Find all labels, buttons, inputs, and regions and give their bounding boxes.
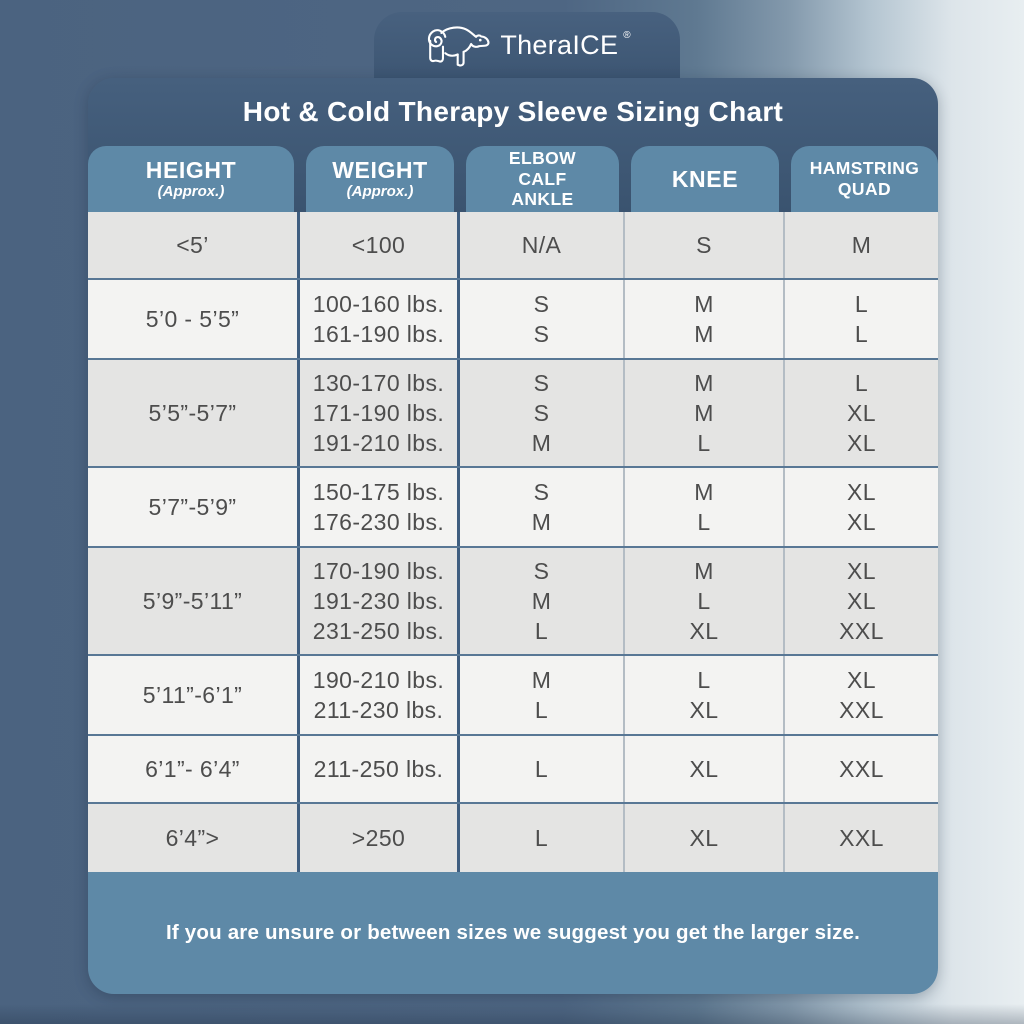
table-row: 6’1”- 6’4” 211-250 lbs. L XL XXL [88, 736, 938, 804]
sizing-table-body: <5’ <100 N/A S M 5’0 - 5’5” 100-160 lbs. 161-19… [88, 212, 938, 872]
hamstring-quad-cell: XXL [839, 756, 884, 782]
weight-cell: <100 [300, 212, 460, 278]
hamstring-quad-cell: M [851, 232, 872, 258]
hamstring-quad-cell: XL XL [847, 479, 876, 535]
height-cell: 6’4”> [88, 804, 300, 872]
column-label: HAMSTRING QUAD [809, 158, 920, 199]
weight-cell: 190-210 lbs. 211-230 lbs. [300, 656, 460, 734]
registered-mark: ® [623, 29, 631, 41]
knee-cell: L XL [625, 656, 785, 734]
column-header-height: HEIGHT (Approx.) [88, 146, 294, 212]
table-row: 5’7”-5’9” 150-175 lbs. 176-230 lbs. S M M L XL X… [88, 468, 938, 548]
column-label: KNEE [671, 165, 739, 192]
hamstring-quad-cell: L XL XL [847, 370, 876, 456]
weight-cell: 130-170 lbs. 171-190 lbs. 191-210 lbs. [300, 360, 460, 466]
height-cell: <5’ [88, 212, 300, 278]
sizing-chart-card: Hot & Cold Therapy Sleeve Sizing Chart H… [88, 78, 938, 994]
column-header-elbow-calf-ankle: ELBOW CALF ANKLE [466, 146, 619, 212]
column-header-knee: KNEE [631, 146, 779, 212]
knee-cell: XL [625, 736, 785, 802]
table-row: <5’ <100 N/A S M [88, 212, 938, 280]
height-cell: 5’7”-5’9” [88, 468, 300, 546]
elbow-calf-ankle-cell: L [460, 804, 625, 872]
knee-cell: S [625, 212, 785, 278]
weight-cell: >250 [300, 804, 460, 872]
column-label: WEIGHT [332, 156, 428, 183]
column-label: HEIGHT [145, 156, 237, 183]
chart-title: Hot & Cold Therapy Sleeve Sizing Chart [242, 96, 784, 127]
brand-tab: TheraICE ® [374, 12, 680, 78]
weight-cell: 170-190 lbs. 191-230 lbs. 231-250 lbs. [300, 548, 460, 654]
height-cell: 6’1”- 6’4” [88, 736, 300, 802]
polar-bear-icon [428, 26, 490, 67]
elbow-calf-ankle-cell: N/A [460, 212, 625, 278]
weight-cell: 211-250 lbs. [300, 736, 460, 802]
bear-eye [479, 38, 482, 42]
table-row: 6’4”> >250 L XL XXL [88, 804, 938, 872]
knee-cell: M L XL [625, 548, 785, 654]
column-header-row: HEIGHT (Approx.) WEIGHT (Approx.) ELBOW CALF A… [88, 146, 938, 212]
card-header: Hot & Cold Therapy Sleeve Sizing Chart H… [88, 78, 938, 212]
column-sublabel: (Approx.) [346, 183, 414, 201]
knee-cell: XL [625, 804, 785, 872]
column-sublabel: (Approx.) [157, 183, 225, 201]
brand-name: TheraICE [500, 29, 619, 60]
weight-cell: 150-175 lbs. 176-230 lbs. [300, 468, 460, 546]
weight-cell: 100-160 lbs. 161-190 lbs. [300, 280, 460, 358]
hamstring-quad-cell: XL XL XXL [839, 558, 884, 644]
column-header-hamstring-quad: HAMSTRING QUAD [791, 146, 938, 212]
height-cell: 5’11”-6’1” [88, 656, 300, 734]
table-row: 5’0 - 5’5” 100-160 lbs. 161-190 lbs. S S M M L L [88, 280, 938, 360]
hamstring-quad-cell: XXL [839, 825, 884, 851]
height-cell: 5’0 - 5’5” [88, 280, 300, 358]
sizing-note: If you are unsure or between sizes we su… [165, 921, 861, 944]
table-row: 5’9”-5’11” 170-190 lbs. 191-230 lbs. 231-25… [88, 548, 938, 656]
height-cell: 5’5”-5’7” [88, 360, 300, 466]
column-header-weight: WEIGHT (Approx.) [306, 146, 454, 212]
column-label: ELBOW CALF ANKLE [508, 148, 577, 210]
table-row: 5’5”-5’7” 130-170 lbs. 171-190 lbs. 191-210… [88, 360, 938, 468]
height-cell: 5’9”-5’11” [88, 548, 300, 654]
table-row: 5’11”-6’1” 190-210 lbs. 211-230 lbs. M L L XL X… [88, 656, 938, 736]
hamstring-quad-cell: XL XXL [839, 667, 884, 723]
elbow-calf-ankle-cell: L [460, 736, 625, 802]
card-footer: If you are unsure or between sizes we su… [88, 872, 938, 994]
